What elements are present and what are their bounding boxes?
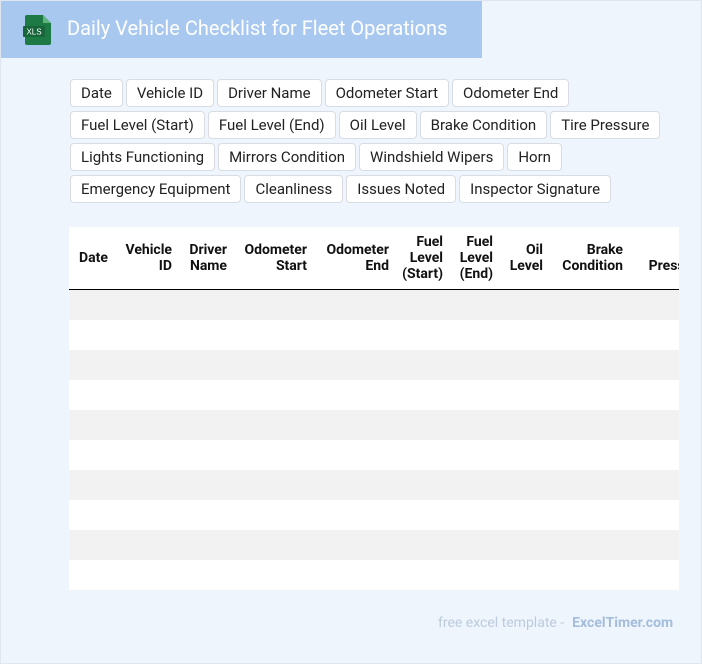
tag: Vehicle ID (125, 79, 215, 107)
tag: Issues Noted (346, 175, 457, 203)
tag: Odometer End (452, 79, 570, 107)
tag: Horn (507, 143, 562, 171)
tag: Cleanliness (244, 175, 344, 203)
tag: Oil Level (338, 111, 417, 139)
tag-row: Emergency Equipment Cleanliness Issues Not… (70, 175, 660, 203)
tag: Windshield Wipers (359, 143, 505, 171)
column-header: Date (69, 227, 111, 290)
icon-label: XLS (26, 28, 41, 37)
column-header: Driver Name (176, 227, 231, 290)
column-header: Tire Pressure (627, 227, 679, 290)
row (69, 470, 679, 500)
tag: Date (70, 79, 123, 107)
column-header: Brake Condition (547, 227, 627, 290)
tag-row: Lights Functioning Mirrors Condition Winds… (70, 143, 660, 171)
tag: Fuel Level (Start) (70, 111, 205, 139)
column-header: Odometer Start (231, 227, 311, 290)
header: XLS Daily Vehicle Checklist for Fleet Op… (1, 1, 482, 58)
footer-brand[interactable]: ExcelTimer.com (572, 615, 674, 631)
column-header: Odometer End (311, 227, 393, 290)
footer-text: free excel template - (438, 615, 565, 631)
tag: Fuel Level (End) (207, 111, 336, 139)
row (69, 440, 679, 470)
row (69, 350, 679, 380)
tag: Brake Condition (419, 111, 548, 139)
column-header: Fuel Level (Start) (393, 227, 447, 290)
tag-row: Date Vehicle ID Driver Name Odometer Start O… (70, 79, 660, 107)
row (69, 410, 679, 440)
row (69, 560, 679, 590)
row (69, 289, 679, 320)
tag: Driver Name (217, 79, 322, 107)
tag-list: Date Vehicle ID Driver Name Odometer Start O… (70, 79, 661, 207)
tag: Emergency Equipment (70, 175, 242, 203)
title: Daily Vehicle Checklist for Fleet Operat… (67, 16, 448, 40)
row (69, 530, 679, 560)
row (69, 500, 679, 530)
table-grid: Date Vehicle ID Driver Name Odometer Start O… (69, 227, 679, 590)
tag: Lights Functioning (70, 143, 216, 171)
tag: Inspector Signature (459, 175, 612, 203)
row (69, 380, 679, 410)
row (69, 320, 679, 350)
table: Date Vehicle ID Driver Name Odometer Start O… (69, 227, 679, 590)
tag: Odometer Start (324, 79, 449, 107)
tag: Mirrors Condition (218, 143, 357, 171)
xls-icon: XLS (23, 15, 51, 45)
header-row: Date Vehicle ID Driver Name Odometer Start O… (69, 227, 679, 290)
column-header: Vehicle ID (111, 227, 176, 290)
column-header: Oil Level (497, 227, 547, 290)
tag-row: Fuel Level (Start) Fuel Level (End) Oil Le… (70, 111, 661, 139)
column-header: Fuel Level (End) (447, 227, 497, 290)
footer: free excel template - ExcelTimer.com (438, 615, 673, 631)
tag: Tire Pressure (550, 111, 661, 139)
